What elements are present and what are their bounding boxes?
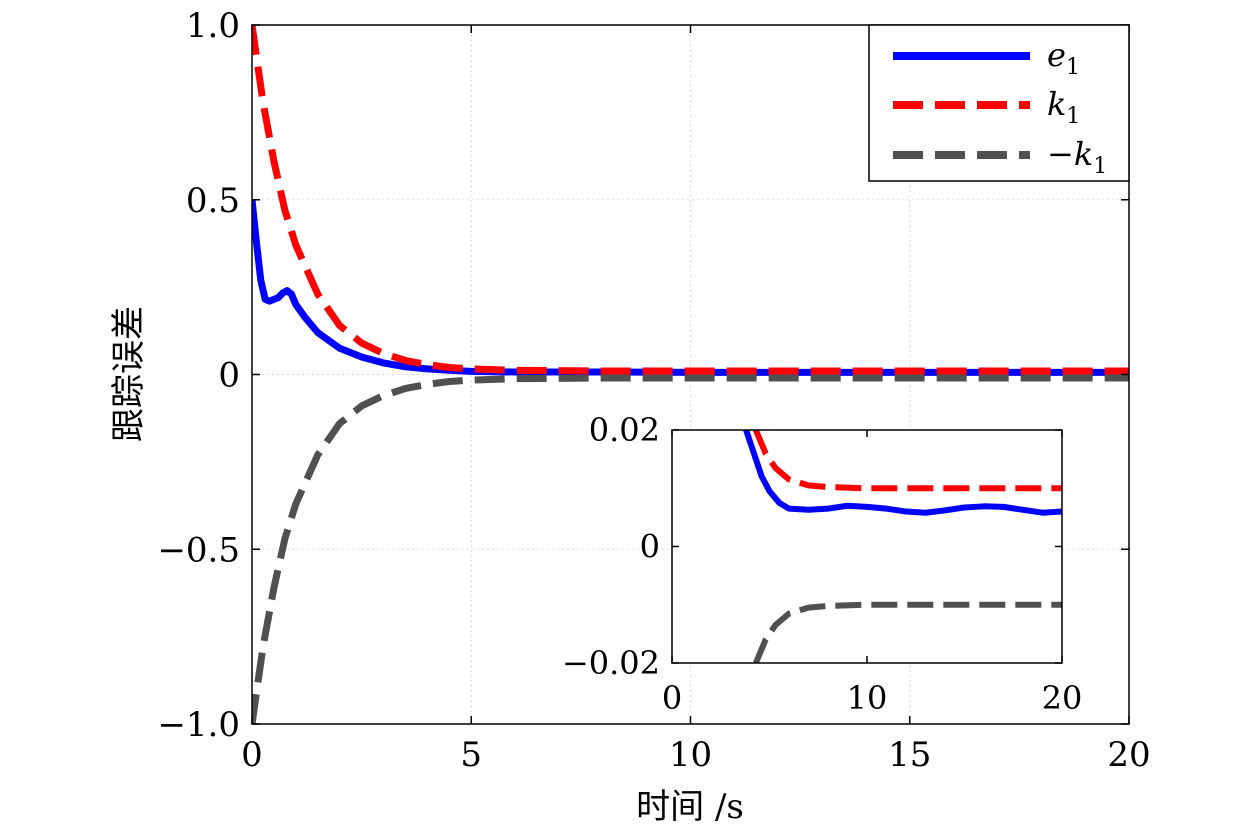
- inset-series-line-neg-k1: [753, 601, 1062, 663]
- inset-y-tick-label: 0: [640, 528, 660, 566]
- y-axis-label: 跟踪误差: [109, 306, 149, 442]
- legend-label-neg-k1: −k1: [1047, 135, 1107, 179]
- x-tick-label: 10: [669, 735, 712, 775]
- legend-sub-k1: 1: [1066, 104, 1080, 129]
- x-tick-label: 5: [460, 735, 482, 775]
- legend-label-e1: e1: [1047, 36, 1080, 80]
- series-line-k1: [252, 25, 1129, 375]
- legend-sub-neg-k1: 1: [1093, 154, 1107, 179]
- legend-name-k1: k: [1047, 85, 1066, 123]
- y-tick-label: 0: [218, 356, 240, 396]
- inset-series-line-e1: [743, 430, 1062, 516]
- inset-x-tick-label: 10: [847, 679, 888, 717]
- inset-background: [672, 430, 1062, 663]
- x-tick-label: 20: [1107, 735, 1150, 775]
- x-tick-label: 15: [888, 735, 931, 775]
- main-ticks: 0 5 10 15 20−1.0−0.500.51.0: [157, 6, 1150, 775]
- legend-name-e1: e: [1047, 36, 1066, 74]
- y-tick-label: 0.5: [186, 181, 240, 221]
- inset-series-group: [743, 430, 1062, 663]
- legend-label-k1: k1: [1047, 85, 1080, 129]
- main-series-group: [252, 25, 1129, 724]
- inset-x-tick-label: 20: [1042, 679, 1083, 717]
- legend: e1 k1 −k1: [868, 24, 1130, 182]
- inset-series-line-k1: [753, 430, 1062, 492]
- inset-y-tick-label: −0.02: [562, 644, 660, 682]
- legend-sub-e1: 1: [1066, 55, 1080, 80]
- y-tick-label: 1.0: [186, 6, 240, 46]
- y-tick-label: −1.0: [157, 705, 240, 745]
- series-line-e1: [252, 199, 1129, 376]
- inset-x-tick-label: 0: [662, 679, 682, 717]
- legend-name-neg-k1: −k: [1047, 135, 1093, 173]
- x-axis-label: 时间 /s: [636, 787, 744, 827]
- y-tick-label: −0.5: [157, 530, 240, 570]
- x-tick-label: 0: [241, 735, 263, 775]
- inset-y-tick-label: 0.02: [589, 411, 660, 449]
- series-line-neg-k1: [252, 374, 1129, 724]
